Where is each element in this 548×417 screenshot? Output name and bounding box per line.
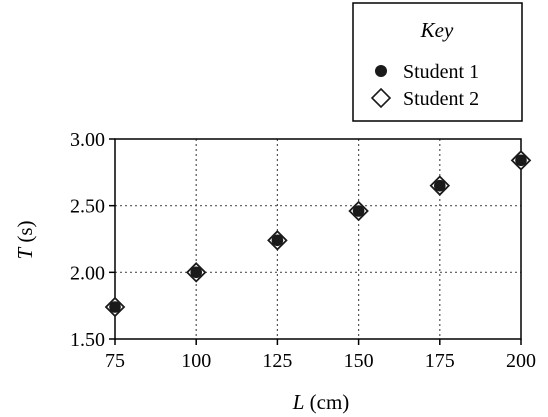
x-tick-label: 175 — [425, 350, 455, 372]
legend-marker-student-2 — [370, 87, 392, 109]
legend-label-student-1: Student 1 — [403, 61, 479, 83]
y-tick-label: 2.00 — [70, 262, 105, 284]
x-tick-label: 200 — [506, 350, 536, 372]
y-axis-variable: T — [13, 247, 37, 260]
plot-frame — [114, 138, 522, 340]
x-tick-label: 125 — [262, 350, 292, 372]
legend: Key Student 1 Student 2 — [352, 2, 523, 122]
x-axis-variable: L — [292, 390, 305, 414]
x-axis-unit: (cm) — [304, 390, 349, 414]
x-axis-label: L (cm) — [292, 390, 350, 414]
legend-title: Key — [420, 18, 454, 42]
y-tick-label: 1.50 — [70, 329, 105, 351]
student-1-point — [515, 154, 527, 167]
student-1-point — [109, 301, 121, 313]
y-axis-unit: (s) — [13, 220, 37, 247]
student-1-point — [190, 266, 202, 279]
x-tick-label: 150 — [344, 350, 374, 372]
student-1-point — [271, 234, 284, 247]
y-tick-label: 2.50 — [70, 196, 105, 218]
student-1-point — [434, 179, 446, 192]
x-tick-label: 100 — [181, 350, 211, 372]
x-axis-ticks: 75 100 125 150 175 200 — [105, 339, 536, 372]
data-points — [104, 150, 532, 318]
legend-marker-student-1 — [375, 65, 387, 77]
grid-lines — [115, 139, 521, 339]
y-axis-ticks: 1.50 2.00 2.50 3.00 — [70, 129, 115, 351]
y-axis-label: T (s) — [13, 220, 37, 259]
y-tick-label: 3.00 — [70, 129, 105, 151]
legend-label-student-2: Student 2 — [403, 88, 479, 110]
student-1-point — [352, 205, 365, 217]
x-tick-label: 75 — [105, 350, 125, 372]
